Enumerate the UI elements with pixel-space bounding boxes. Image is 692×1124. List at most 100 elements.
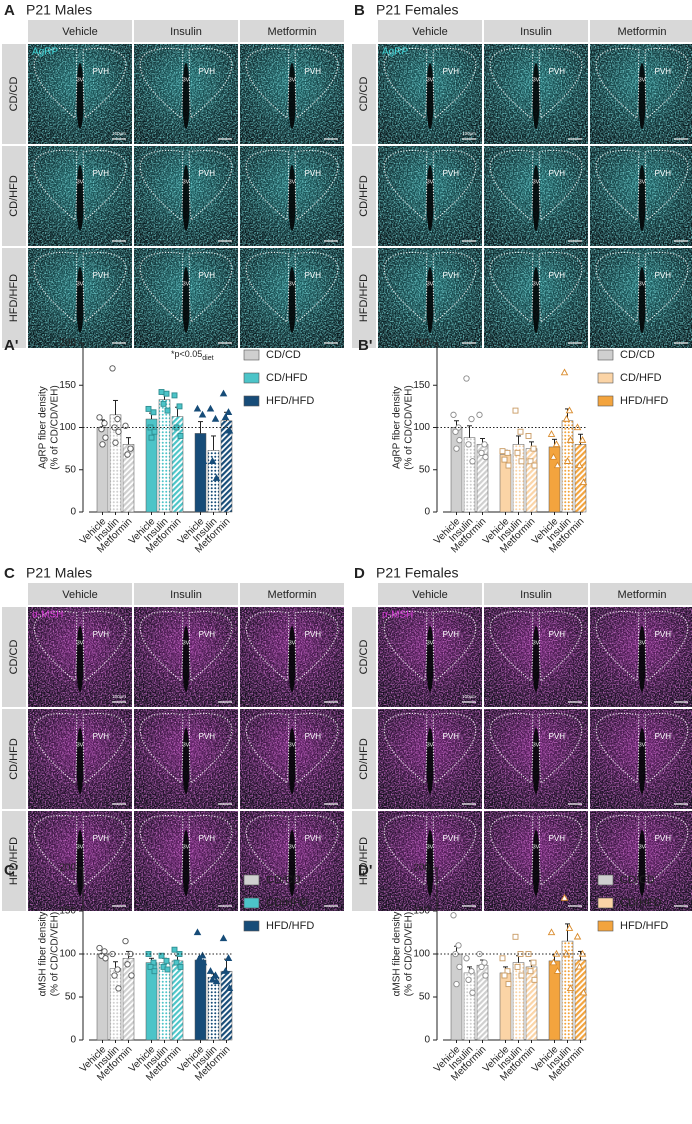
- ventricle-label: 3V: [639, 844, 646, 850]
- micrograph: PVH 3V: [134, 811, 238, 911]
- third-ventricle: [638, 728, 646, 794]
- third-ventricle: [182, 830, 190, 896]
- stain-label: AgRP: [32, 47, 58, 58]
- pvh-outline: [383, 712, 428, 785]
- legend-label: CD/HFD: [266, 372, 308, 384]
- stain-label: α-MSH: [32, 610, 63, 621]
- row-header: [2, 607, 26, 707]
- third-ventricle: [288, 830, 296, 896]
- ventricle-label: 3V: [533, 844, 540, 850]
- region-label: PVH: [93, 630, 110, 639]
- data-point: [163, 957, 170, 964]
- micrograph: PVH 3V: [240, 146, 344, 246]
- column-header: [590, 583, 692, 605]
- bar: [171, 416, 184, 513]
- pvh-outline: [383, 251, 428, 324]
- third-ventricle: [532, 626, 540, 692]
- micrograph: PVH 3V: [484, 146, 588, 246]
- pvh-outline: [538, 47, 583, 120]
- data-point: [212, 474, 221, 481]
- third-ventricle: [532, 165, 540, 231]
- micrograph: PVH 3V: [590, 44, 692, 144]
- data-point: [198, 410, 207, 418]
- y-axis-label: (% of CD/CD/VEH): [50, 912, 61, 996]
- micrograph: PVH 3V: [378, 709, 482, 809]
- panel-letter: B: [354, 2, 365, 19]
- data-point: [225, 426, 234, 434]
- legend-swatch: [597, 874, 614, 886]
- column-header: [134, 20, 238, 42]
- data-point: [453, 980, 460, 988]
- data-point: [560, 893, 569, 901]
- annotation-sub: diet: [202, 355, 213, 362]
- bar: [158, 399, 171, 513]
- ventricle-label: 3V: [77, 742, 84, 748]
- column-label: Vehicle: [62, 589, 97, 601]
- ventricle-label: 3V: [289, 77, 296, 83]
- data-point: [505, 462, 512, 469]
- data-point: [158, 389, 165, 395]
- ventricle-label: 3V: [427, 640, 434, 646]
- legend-swatch: [597, 349, 614, 361]
- row-header: [2, 44, 26, 144]
- pvh-outline: [595, 149, 640, 222]
- legend-label: CD/HFD: [620, 897, 662, 909]
- data-point: [111, 972, 118, 979]
- bar: [525, 448, 538, 513]
- data-point: [573, 932, 582, 940]
- pvh-outline: [139, 814, 184, 887]
- legend-label: CD/HFD: [266, 897, 308, 909]
- region-label: PVH: [443, 834, 460, 843]
- pvh-outline: [595, 712, 640, 785]
- data-point: [128, 972, 135, 979]
- pvh-outline: [188, 149, 233, 222]
- data-point: [101, 420, 108, 427]
- data-point: [504, 449, 511, 456]
- micrograph: PVH 3V: [134, 248, 238, 348]
- data-point: [501, 456, 508, 463]
- data-point: [463, 955, 470, 962]
- column-label: Metformin: [268, 26, 317, 38]
- data-point: [531, 976, 538, 983]
- micrograph: PVH 3V: [28, 709, 132, 809]
- micrograph: PVH 3V: [484, 709, 588, 809]
- panel-letter: C: [4, 565, 15, 582]
- pvh-outline: [33, 712, 78, 785]
- region-label: PVH: [443, 732, 460, 741]
- row-header: [352, 146, 376, 246]
- third-ventricle: [426, 267, 434, 333]
- micrograph: PVH 3V: [378, 248, 482, 348]
- row-label: CD/HFD: [358, 738, 370, 780]
- column-label: Insulin: [170, 589, 202, 601]
- pvh-outline: [383, 149, 428, 222]
- data-point: [96, 414, 103, 421]
- data-point: [225, 984, 234, 992]
- pvh-outline: [595, 610, 640, 683]
- data-point: [114, 966, 121, 973]
- data-point: [151, 968, 158, 975]
- pvh-outline: [538, 251, 583, 324]
- pvh-outline: [82, 149, 127, 222]
- pvh-outline: [644, 814, 689, 887]
- data-point: [527, 458, 534, 465]
- stain-label: α-MSH: [382, 610, 413, 621]
- region-label: PVH: [655, 67, 672, 76]
- data-point: [565, 924, 574, 931]
- pvh-outline: [538, 610, 583, 683]
- micrograph: PVH 3V: [378, 811, 482, 911]
- data-point: [206, 967, 215, 974]
- micrograph: PVH 3V: [484, 248, 588, 348]
- ventricle-label: 3V: [639, 742, 646, 748]
- data-point: [164, 966, 171, 973]
- pvh-outline: [82, 814, 127, 887]
- ventricle-label: 3V: [427, 281, 434, 287]
- micrograph: PVH 3V: [590, 248, 692, 348]
- scale-bar-label: 100μm: [462, 694, 476, 699]
- y-tick-label: 50: [419, 992, 431, 1003]
- data-point: [195, 954, 204, 961]
- data-point: [148, 434, 155, 441]
- pvh-outline: [644, 712, 689, 785]
- third-ventricle: [638, 830, 646, 896]
- region-label: PVH: [549, 169, 566, 178]
- micrograph: PVH 3V: [28, 811, 132, 911]
